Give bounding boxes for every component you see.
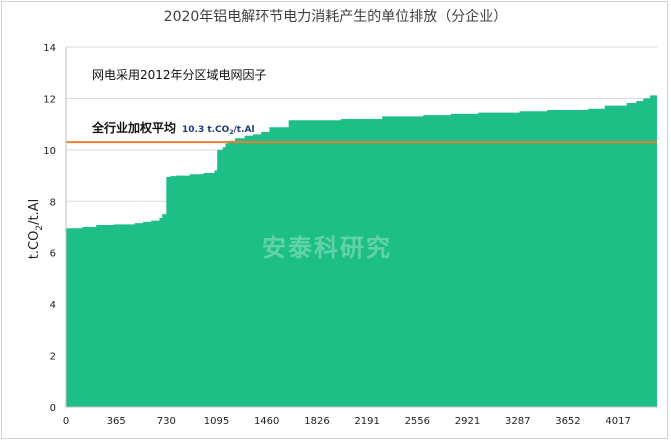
y-tick-label: 14 bbox=[43, 43, 56, 54]
y-axis-label-tail: /t.Al bbox=[27, 199, 42, 225]
x-tick-label: 2921 bbox=[455, 416, 480, 427]
average-value-label: 10.3 t.CO2/t.Al bbox=[182, 125, 255, 136]
x-tick-label: 1826 bbox=[304, 416, 329, 427]
y-tick-label: 12 bbox=[43, 94, 56, 105]
x-tick-label: 1095 bbox=[204, 416, 229, 427]
y-axis-label-sub: 2 bbox=[35, 225, 45, 231]
x-tick-label: 2556 bbox=[405, 416, 430, 427]
watermark: 安泰科研究 bbox=[262, 233, 392, 262]
average-value-tail: /t.Al bbox=[234, 125, 255, 135]
y-tick-label: 6 bbox=[50, 249, 56, 260]
y-tick-label: 2 bbox=[50, 352, 56, 363]
x-tick-label: 0 bbox=[63, 416, 69, 427]
y-tick-label: 8 bbox=[50, 197, 56, 208]
y-tick-label: 4 bbox=[50, 300, 56, 311]
grid-factor-note: 网电采用2012年分区域电网因子 bbox=[92, 68, 267, 82]
x-tick-label: 3287 bbox=[505, 416, 530, 427]
x-tick-label: 4017 bbox=[605, 416, 630, 427]
x-tick-label: 2191 bbox=[354, 416, 379, 427]
average-value-sub: 2 bbox=[229, 129, 233, 136]
x-tick-label: 3652 bbox=[555, 416, 580, 427]
y-tick-label: 10 bbox=[43, 146, 56, 157]
x-tick-label: 730 bbox=[157, 416, 176, 427]
y-axis-label-base: t.CO bbox=[27, 231, 42, 260]
average-label: 全行业加权平均 bbox=[91, 120, 176, 135]
y-axis-label: t.CO2/t.Al bbox=[27, 199, 45, 259]
x-tick-label: 365 bbox=[107, 416, 126, 427]
plot-area bbox=[66, 94, 657, 408]
x-axis: 0 365 730 1095 1460 1826 2191 2556 2921 3287 3652 4… bbox=[63, 406, 657, 427]
y-axis: 0 2 4 6 8 10 12 14 bbox=[43, 43, 67, 414]
area-series bbox=[66, 94, 657, 408]
y-tick-label: 0 bbox=[50, 403, 56, 414]
chart-title: 2020年铝电解环节电力消耗产生的单位排放（分企业） bbox=[163, 9, 508, 25]
average-value-base: 10.3 t.CO bbox=[182, 125, 230, 135]
x-tick-label: 1460 bbox=[254, 416, 279, 427]
